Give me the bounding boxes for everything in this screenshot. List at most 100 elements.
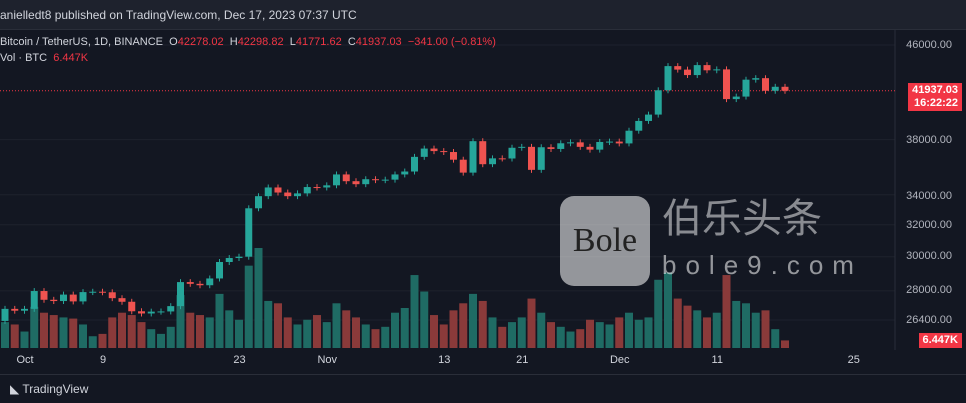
volume-bar [381,326,390,348]
volume-bar [98,333,107,348]
candle-body [762,78,769,91]
candle-body [342,174,350,182]
candle-body [186,282,194,284]
candle-body [128,301,136,312]
high-value: 42298.82 [237,36,284,48]
volume-bar [556,326,565,348]
candle-body [635,120,643,131]
candle-body [674,66,682,70]
candle-body [606,141,613,143]
candle-body [264,187,272,197]
candle-body [40,291,48,300]
candle-body [732,96,740,100]
volume-bar [400,308,409,348]
watermark-url: bole9.com [662,250,863,280]
candle-body [557,143,565,149]
volume-label[interactable]: Vol · BTC [0,52,48,64]
volume-bar [586,319,594,348]
volume-bar [79,324,87,348]
volume-bar [215,293,224,348]
volume-bar [459,303,468,348]
volume-bar [722,275,731,348]
candle-body [693,65,701,76]
candle-body [138,311,145,314]
candle-body [294,193,301,197]
close-value: 41937.03 [355,36,402,48]
candle-body [108,292,116,299]
candle-body [118,298,126,302]
candle-body [645,114,652,121]
time-label: 23 [233,354,246,366]
candle-body [654,90,662,115]
low-label: L [289,36,296,48]
candle-body [537,147,545,170]
candle-body [547,147,555,149]
candle-body [216,262,223,279]
candle-body [459,159,467,173]
candle-body [157,311,165,313]
time-label: 21 [516,354,529,366]
volume-bar [49,315,58,348]
volume-bar [322,322,331,348]
candle-body [1,308,9,321]
volume-bar [196,315,204,348]
candle-body [723,69,730,100]
volume-bar [283,317,292,348]
candle-body [479,141,487,165]
volume-bar [274,303,282,348]
volume-bar [683,305,692,348]
volume-bar [108,317,117,348]
candle-body [771,86,779,91]
candle-body [60,294,67,302]
volume-bar [566,331,575,348]
volume-bar [488,317,497,348]
brand-name[interactable]: TradingView [22,382,89,396]
watermark-logo: Bole [560,196,650,286]
bar-countdown: 16:22:22 [913,97,958,109]
volume-bar [537,312,546,348]
price-chart[interactable] [0,30,966,350]
candle-body [89,291,97,293]
time-axis[interactable]: Oct 9 23 Nov 13 21 Dec 11 25 [0,350,895,374]
candle-body [21,308,28,311]
candle-body [440,151,448,153]
volume-bar [127,315,136,348]
volume-bar [439,324,448,348]
volume-bar [654,279,663,348]
volume-bar [235,319,243,348]
volume-bar [332,303,341,348]
candle-body [430,148,438,152]
volume-bar [254,248,263,348]
candle-body [245,208,253,257]
candle-body [586,146,594,150]
volume-bar [176,295,185,348]
close-label: C [347,36,356,48]
symbol-name[interactable]: Bitcoin / TetherUS, 1D, BINANCE [0,36,164,48]
time-label: Dec [609,354,630,366]
volume-bar [147,329,156,348]
volume-bar [576,329,585,348]
time-label: 25 [847,354,860,366]
bottom-bar: ◣ TradingView [0,374,966,402]
candle-body [684,69,691,76]
high-label: H [229,36,238,48]
volume-bar [391,312,399,348]
candle-body [381,179,389,181]
candle-body [313,187,321,189]
volume-bar [761,310,770,348]
volume-bar [664,272,672,348]
volume-bar [625,312,633,348]
volume-bar [88,336,97,348]
candle-body [469,141,477,173]
volume-tag: 6.447K [918,333,962,348]
volume-bar [293,324,302,348]
volume-bar [644,317,653,348]
volume-bar [244,265,253,348]
time-label: Oct [16,354,34,366]
candle-body [401,171,409,175]
volume-bar [361,324,370,348]
candle-body [372,179,379,181]
volume-bar [20,331,29,348]
volume-bar [430,315,438,348]
volume-bar [478,300,487,348]
